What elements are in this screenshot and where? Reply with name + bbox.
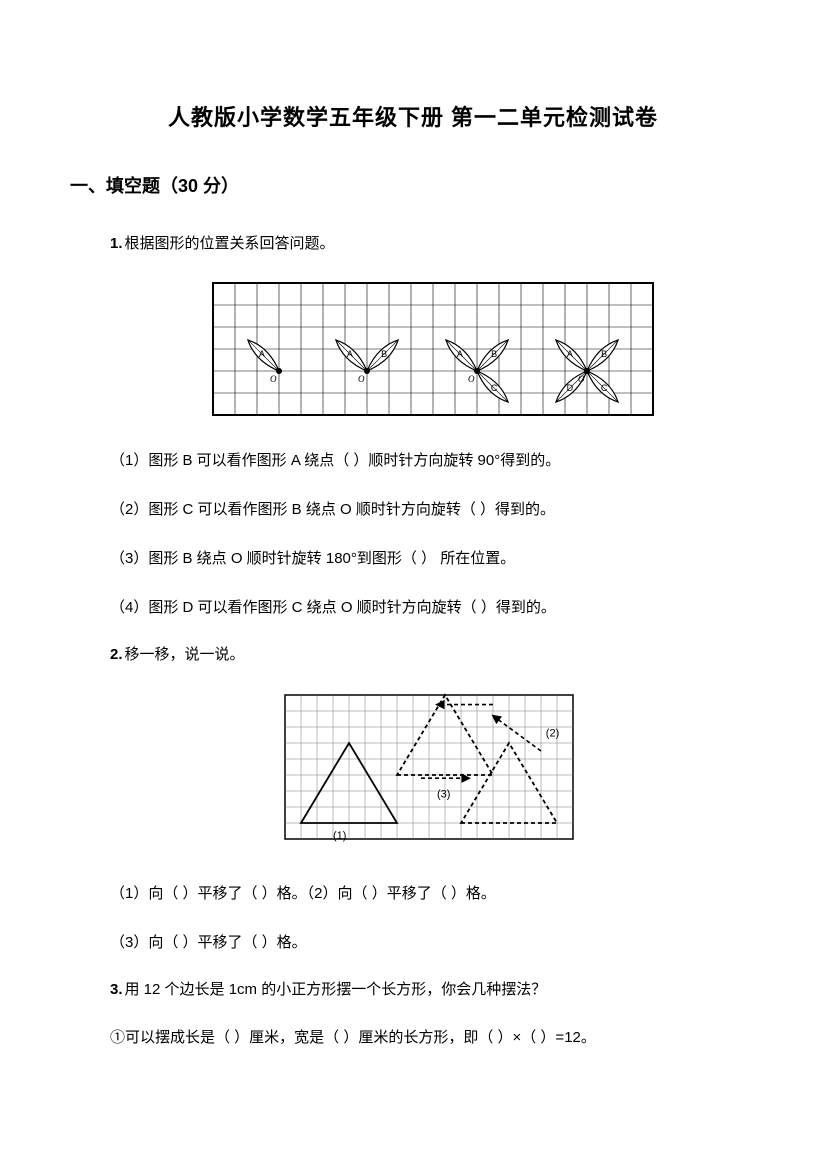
q1-prompt: 1.根据图形的位置关系回答问题。 <box>110 232 756 256</box>
page-title: 人教版小学数学五年级下册 第一二单元检测试卷 <box>70 100 756 132</box>
svg-text:A: A <box>457 349 463 359</box>
section-1-header: 一、填空题（30 分） <box>70 172 756 198</box>
svg-text:C: C <box>601 383 608 393</box>
svg-text:A: A <box>259 349 265 359</box>
svg-text:A: A <box>567 349 573 359</box>
q1-text: 根据图形的位置关系回答问题。 <box>125 235 335 252</box>
q1-number: 1. <box>110 235 123 252</box>
q3-sub-1: ①可以摆成长是（ ）厘米，宽是（ ）厘米的长方形，即（ ）×（ ）=12。 <box>110 1024 756 1051</box>
q2-figure: (1) (3) (2) <box>110 689 756 858</box>
svg-text:(1): (1) <box>333 830 346 842</box>
svg-text:O: O <box>578 374 585 384</box>
q2-number: 2. <box>110 646 123 663</box>
svg-text:B: B <box>601 349 607 359</box>
svg-text:C: C <box>491 383 498 393</box>
svg-text:O: O <box>358 374 365 384</box>
svg-text:D: D <box>567 383 574 393</box>
question-2: 2.移一移，说一说。 (1) (3) (2) （1）向（ ）平移了（ ）格。（2）向… <box>70 643 756 956</box>
svg-text:O: O <box>468 374 475 384</box>
petals-figure: A O A B O A B C O A B D C O <box>208 278 658 420</box>
q1-sub-3: （3）图形 B 绕点 O 顺时针旋转 180°到图形（ ） 所在位置。 <box>110 545 756 572</box>
q2-text: 移一移，说一说。 <box>125 646 245 663</box>
triangles-figure: (1) (3) (2) <box>279 689 587 853</box>
q1-sub-2: （2）图形 C 可以看作图形 B 绕点 O 顺时针方向旋转（ ）得到的。 <box>110 496 756 523</box>
question-1: 1.根据图形的位置关系回答问题。 A O A B O A B C O A B D C O （1）图形 B … <box>70 232 756 621</box>
svg-text:O: O <box>270 374 277 384</box>
q1-figure: A O A B O A B C O A B D C O <box>110 278 756 425</box>
q3-text: 用 12 个边长是 1cm 的小正方形摆一个长方形，你会几种摆法？ <box>125 981 547 998</box>
q1-sub-4: （4）图形 D 可以看作图形 C 绕点 O 顺时针方向旋转（ ）得到的。 <box>110 594 756 621</box>
svg-text:A: A <box>347 349 353 359</box>
svg-text:(2): (2) <box>546 728 559 740</box>
q2-sub-line1: （1）向（ ）平移了（ ）格。（2）向（ ）平移了（ ）格。 <box>110 880 756 907</box>
question-3: 3.用 12 个边长是 1cm 的小正方形摆一个长方形，你会几种摆法？ ①可以摆… <box>70 978 756 1051</box>
q2-sub-line2: （3）向（ ）平移了（ ）格。 <box>110 929 756 956</box>
svg-text:B: B <box>491 349 497 359</box>
q3-number: 3. <box>110 981 123 998</box>
q3-prompt: 3.用 12 个边长是 1cm 的小正方形摆一个长方形，你会几种摆法？ <box>110 978 756 1002</box>
q2-prompt: 2.移一移，说一说。 <box>110 643 756 667</box>
q1-sub-1: （1）图形 B 可以看作图形 A 绕点（ ）顺时针方向旋转 90°得到的。 <box>110 447 756 474</box>
svg-text:(3): (3) <box>437 788 450 800</box>
svg-text:B: B <box>381 349 387 359</box>
